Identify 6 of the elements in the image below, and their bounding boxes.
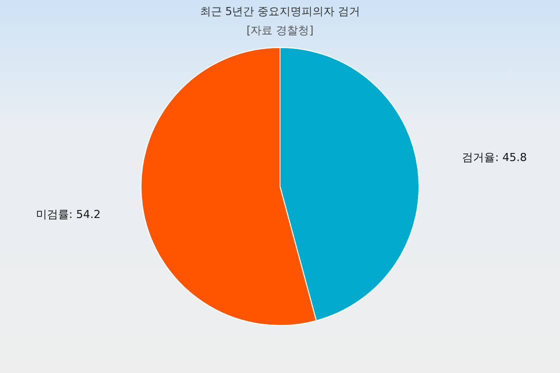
chart-subtitle: [자료 경찰청] [246, 24, 314, 37]
chart-title: 최근 5년간 중요지명피의자 검거 [200, 5, 360, 18]
data-label: : 45.8 [495, 151, 527, 164]
data-label: : 54.2 [68, 208, 101, 221]
slice-label: 검거율 [462, 151, 496, 164]
slice-label: 미검률 [36, 208, 69, 221]
